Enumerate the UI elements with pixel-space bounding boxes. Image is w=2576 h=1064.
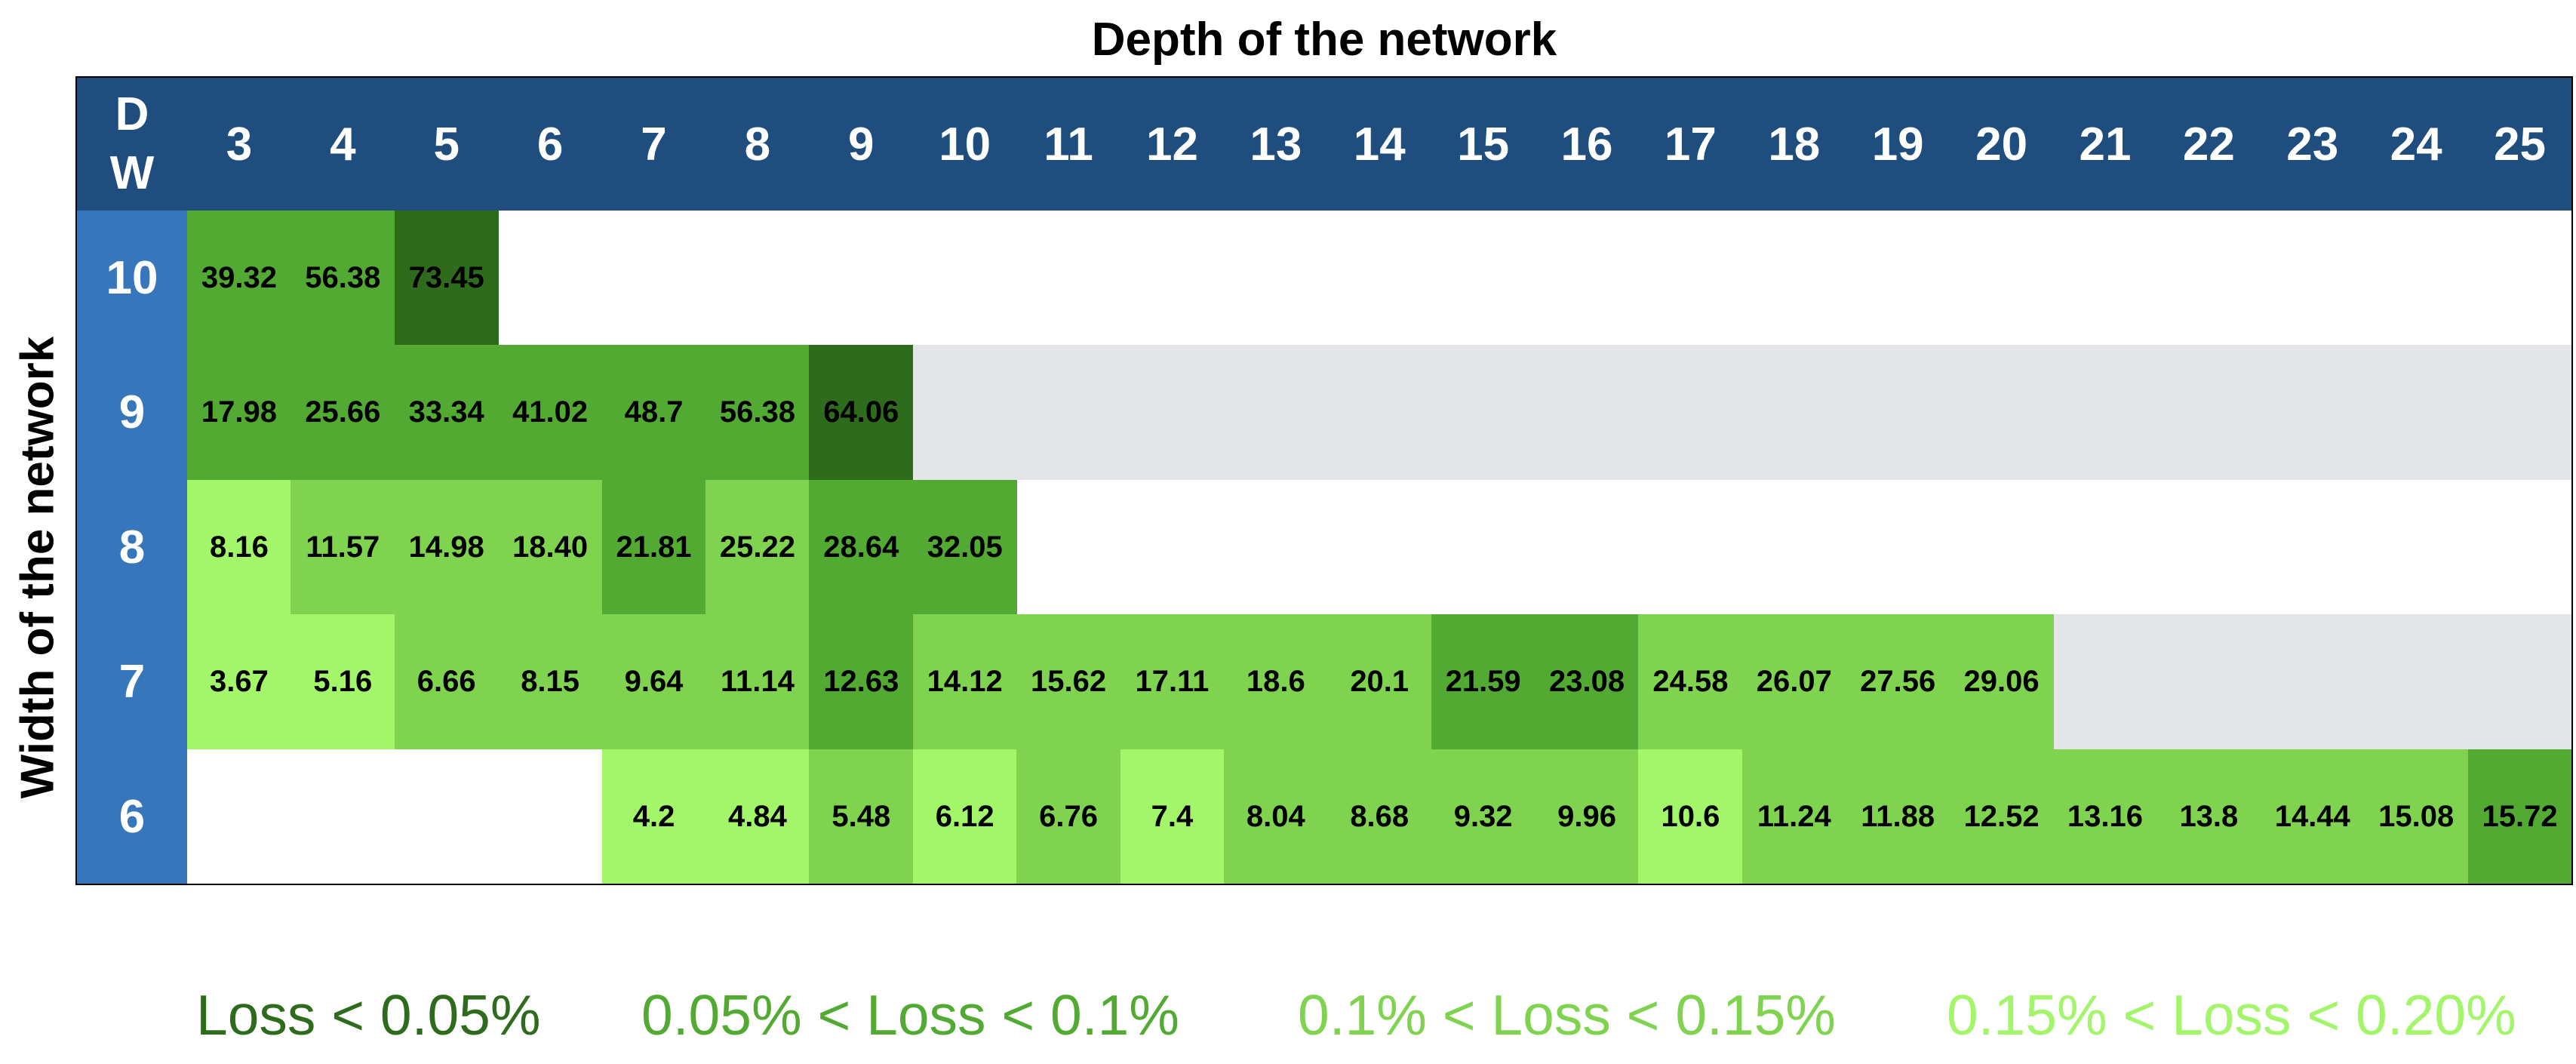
heatmap-cell: 56.38 (290, 211, 395, 346)
heatmap-cell: 28.64 (809, 479, 914, 615)
heatmap-cell: 64.06 (809, 345, 914, 481)
depth-header-16: 16 (1535, 78, 1639, 211)
depth-header-6: 6 (498, 78, 603, 211)
heatmap-cell: 4.84 (705, 749, 810, 884)
depth-header-17: 17 (1638, 78, 1743, 211)
heatmap-cell: 8.16 (187, 479, 291, 615)
depth-header-19: 19 (1846, 78, 1950, 211)
heatmap-cell: 25.66 (290, 345, 395, 481)
width-header-7: 7 (77, 614, 187, 750)
heatmap-cell: 15.62 (1016, 614, 1121, 750)
legend-item: 0.1% < Loss < 0.15% (1298, 983, 1836, 1047)
heatmap-cell: 8.04 (1223, 749, 1328, 884)
heatmap-cell: 15.72 (2467, 749, 2572, 884)
width-header-6: 6 (77, 749, 187, 884)
depth-header-15: 15 (1431, 78, 1535, 211)
heatmap-cell: 9.32 (1431, 749, 1535, 884)
depth-header-21: 21 (2053, 78, 2157, 211)
heatmap-cell: 39.32 (187, 211, 291, 346)
heatmap-cell: 6.12 (912, 749, 1017, 884)
depth-header-13: 13 (1223, 78, 1328, 211)
heatmap-cell: 12.63 (809, 614, 914, 750)
heatmap-cell: 4.2 (601, 749, 706, 884)
heatmap-cell: 11.57 (290, 479, 395, 615)
heatmap-cell: 29.06 (1949, 614, 2054, 750)
depth-header-8: 8 (705, 78, 810, 211)
heatmap-cell: 17.11 (1120, 614, 1225, 750)
heatmap-cell: 8.68 (1327, 749, 1432, 884)
depth-header-20: 20 (1949, 78, 2054, 211)
depth-header-3: 3 (187, 78, 291, 211)
heatmap-cell: 14.12 (912, 614, 1017, 750)
heatmap-cell: 73.45 (394, 211, 499, 346)
heatmap-cell: 48.7 (601, 345, 706, 481)
heatmap-cell: 12.52 (1949, 749, 2054, 884)
depth-header-12: 12 (1120, 78, 1225, 211)
heatmap-cell: 14.98 (394, 479, 499, 615)
heatmap-cell: 23.08 (1535, 614, 1639, 750)
heatmap-cell: 15.08 (2364, 749, 2469, 884)
heatmap-cell: 21.81 (601, 479, 706, 615)
row-band-10 (187, 211, 2571, 346)
depth-header-9: 9 (809, 78, 914, 211)
depth-header-25: 25 (2467, 78, 2572, 211)
legend-item: 0.05% < Loss < 0.1% (641, 983, 1179, 1047)
y-axis-title: Width of the network (11, 336, 64, 799)
depth-header-22: 22 (2156, 78, 2261, 211)
heatmap-cell: 20.1 (1327, 614, 1432, 750)
heatmap-cell: 9.64 (601, 614, 706, 750)
heatmap-cell: 6.76 (1016, 749, 1121, 884)
heatmap-cell: 14.44 (2260, 749, 2365, 884)
heatmap-cell: 26.07 (1741, 614, 1846, 750)
legend-item: 0.15% < Loss < 0.20% (1947, 983, 2516, 1047)
heatmap-cell: 32.05 (912, 479, 1017, 615)
corner-width-label: W (109, 147, 155, 199)
heatmap-cell: 33.34 (394, 345, 499, 481)
width-header-10: 10 (77, 211, 187, 346)
heatmap-cell: 8.15 (498, 614, 603, 750)
heatmap-cell: 5.16 (290, 614, 395, 750)
depth-header-10: 10 (912, 78, 1017, 211)
heatmap-cell: 41.02 (498, 345, 603, 481)
heatmap-cell: 11.88 (1846, 749, 1950, 884)
heatmap-cell: 13.8 (2156, 749, 2261, 884)
heatmap-cell: 25.22 (705, 479, 810, 615)
chart-title: Depth of the network (1091, 14, 1557, 66)
depth-header-4: 4 (290, 78, 395, 211)
heatmap-cell: 11.24 (1741, 749, 1846, 884)
corner-depth-label: D (115, 88, 149, 140)
width-header-9: 9 (77, 345, 187, 481)
heatmap-cell: 21.59 (1431, 614, 1535, 750)
heatmap-cell: 18.6 (1223, 614, 1328, 750)
heatmap-cell: 9.96 (1535, 749, 1639, 884)
heatmap-cell: 24.58 (1638, 614, 1743, 750)
depth-header-14: 14 (1327, 78, 1432, 211)
heatmap-cell: 3.67 (187, 614, 291, 750)
depth-header-18: 18 (1741, 78, 1846, 211)
heatmap-cell: 13.16 (2053, 749, 2157, 884)
depth-header-11: 11 (1016, 78, 1121, 211)
heatmap-cell: 56.38 (705, 345, 810, 481)
legend-item: Loss < 0.05% (196, 983, 541, 1047)
heatmap-cell: 11.14 (705, 614, 810, 750)
heatmap-cell: 10.6 (1638, 749, 1743, 884)
heatmap-cell: 7.4 (1120, 749, 1225, 884)
heatmap-cell: 6.66 (394, 614, 499, 750)
heatmap-cell: 17.98 (187, 345, 291, 481)
width-header-8: 8 (77, 479, 187, 615)
depth-header-24: 24 (2364, 78, 2469, 211)
heatmap-cell: 5.48 (809, 749, 914, 884)
heatmap-table: D W 3 4 5 6 7 8 9 10 11 12 13 14 15 16 17 18 19 20 21 22 23 24 2… (75, 76, 2573, 885)
depth-header-23: 23 (2260, 78, 2365, 211)
heatmap-cell: 18.40 (498, 479, 603, 615)
heatmap-cell: 27.56 (1846, 614, 1950, 750)
depth-header-7: 7 (601, 78, 706, 211)
depth-header-5: 5 (394, 78, 499, 211)
